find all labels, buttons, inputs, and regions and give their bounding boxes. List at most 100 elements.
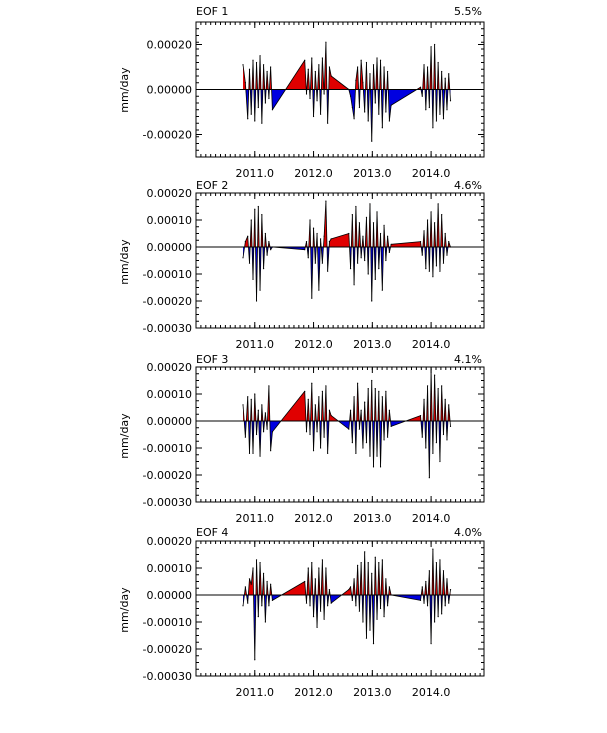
- eof-4-data-point: [248, 578, 251, 580]
- eof-3-series-segment: [430, 369, 434, 454]
- eof-3-series-segment: [441, 385, 444, 435]
- eof-2-data-point: [242, 257, 244, 259]
- eof-3-series-segment: [358, 410, 362, 430]
- eof-2-x-tick-label: 2014.0: [412, 338, 451, 351]
- eof-3-data-point: [360, 409, 362, 411]
- eof-2-series-segment: [353, 206, 357, 285]
- eof-1-series-segment: [435, 62, 439, 122]
- eof-4-series-segment: [371, 573, 374, 644]
- eof-3-data-point: [257, 409, 259, 411]
- eof-4-data-point: [374, 556, 376, 558]
- eof-3-data-point: [390, 425, 392, 427]
- eof-1-data-point: [446, 109, 448, 111]
- eof-3-data-point: [434, 374, 436, 376]
- eof-3-data-point: [442, 433, 445, 436]
- eof-3-series-segment: [387, 410, 390, 438]
- eof-2-data-point: [325, 200, 327, 202]
- eof-2-series-segment: [355, 206, 359, 264]
- eof-3-series-segment: [350, 410, 353, 443]
- eof-4-series-segment: [364, 551, 367, 639]
- eof-3-x-tick-label: 2014.0: [412, 512, 451, 525]
- eof-2-series-segment: [268, 241, 272, 250]
- eof-3-x-tick-label: 2011.0: [236, 512, 275, 525]
- eof-3-data-point: [312, 450, 315, 452]
- eof-3-data-point: [449, 425, 452, 427]
- eof-4-data-point: [357, 564, 359, 566]
- eof-2-data-point: [309, 219, 311, 221]
- eof-3-series-segment: [323, 385, 327, 438]
- eof-4-series-segment: [264, 581, 268, 623]
- eof-3-data-point: [426, 385, 429, 387]
- eof-3-data-point: [364, 401, 366, 403]
- eof-4-series-segment: [330, 589, 350, 604]
- eof-4-data-point: [264, 621, 266, 623]
- eof-2-series-segment: [358, 222, 362, 258]
- eof-1-series-segment: [320, 57, 323, 115]
- eof-2-series-segment: [357, 222, 360, 264]
- eof-3-data-point: [355, 452, 357, 454]
- eof-1-data-point: [304, 59, 306, 61]
- eof-3-series-segment: [254, 393, 257, 435]
- eof-2-data-point: [378, 268, 380, 270]
- eof-1-data-point: [242, 64, 244, 66]
- eof-2-series-segment: [316, 233, 320, 291]
- eof-4-data-point: [387, 605, 389, 607]
- eof-4-x-tick-label: 2013.0: [353, 686, 392, 699]
- eof-2-series-segment: [366, 217, 369, 275]
- eof-1-data-point: [442, 118, 445, 120]
- eof-4-series-segment: [309, 562, 313, 606]
- eof-2-series-segment: [254, 209, 257, 302]
- eof-1-series-segment: [263, 64, 266, 104]
- eof-3-series-segment: [244, 396, 249, 438]
- eof-2-data-point: [255, 300, 258, 302]
- eof-1-variance: 5.5%: [454, 5, 482, 18]
- eof-3-y-tick-label: 0.00000: [147, 415, 193, 428]
- eof-4-series-segment: [425, 581, 428, 606]
- eof-2-data-point: [428, 270, 430, 272]
- eof-1-series-segment: [259, 55, 263, 124]
- eof-2-data-point: [305, 241, 308, 243]
- eof-2-series-segment: [432, 222, 436, 277]
- eof-2-data-point: [442, 262, 445, 264]
- eof-2-data-point: [441, 214, 443, 216]
- eof-4-data-point: [305, 602, 308, 604]
- eof-1-series-segment: [244, 82, 249, 119]
- eof-2-data-point: [383, 224, 385, 226]
- eof-4-data-point: [320, 610, 322, 612]
- eof-4-series-segment: [376, 562, 380, 620]
- eof-2-data-point: [349, 268, 352, 270]
- eof-1-data-point: [435, 120, 437, 122]
- eof-4-data-point: [388, 586, 390, 588]
- eof-4-data-point: [250, 583, 252, 585]
- eof-3-data-point: [365, 442, 368, 444]
- eof-2-data-point: [367, 273, 369, 275]
- eof-4-data-point: [441, 613, 443, 615]
- eof-1-data-point: [309, 97, 311, 100]
- eof-1-data-point: [385, 111, 387, 113]
- eof-3-series-segment: [247, 396, 250, 454]
- eof-3-y-tick-label: 0.00020: [147, 361, 193, 374]
- eof-4-series-segment: [385, 578, 389, 606]
- eof-2-series-segment: [321, 236, 325, 264]
- eof-2-series-segment: [304, 241, 307, 250]
- eof-2-data-point: [388, 251, 390, 253]
- eof-2-data-point: [419, 241, 422, 243]
- eof-3-data-point: [378, 390, 380, 392]
- eof-1-data-point: [369, 73, 371, 75]
- eof-1-x-tick-label: 2014.0: [412, 167, 451, 180]
- eof-4-data-point: [257, 616, 259, 618]
- eof-4-data-point: [330, 602, 332, 604]
- eof-2-series-segment: [242, 241, 246, 258]
- eof-4-data-point: [325, 567, 327, 569]
- eof-4-data-point: [434, 621, 436, 623]
- eof-1-series-segment: [364, 62, 367, 113]
- eof-4-data-point: [364, 551, 366, 553]
- eof-3-series-segment: [446, 404, 450, 440]
- eof-1-series-segment: [434, 44, 437, 122]
- eof-4-series-segment: [446, 578, 450, 604]
- eof-2-y-tick-label: -0.00020: [143, 295, 192, 308]
- eof-4-data-point: [259, 562, 261, 564]
- eof-1-series-segment: [250, 60, 254, 115]
- eof-4-series-segment: [391, 594, 421, 601]
- eof-4-data-point: [444, 605, 446, 607]
